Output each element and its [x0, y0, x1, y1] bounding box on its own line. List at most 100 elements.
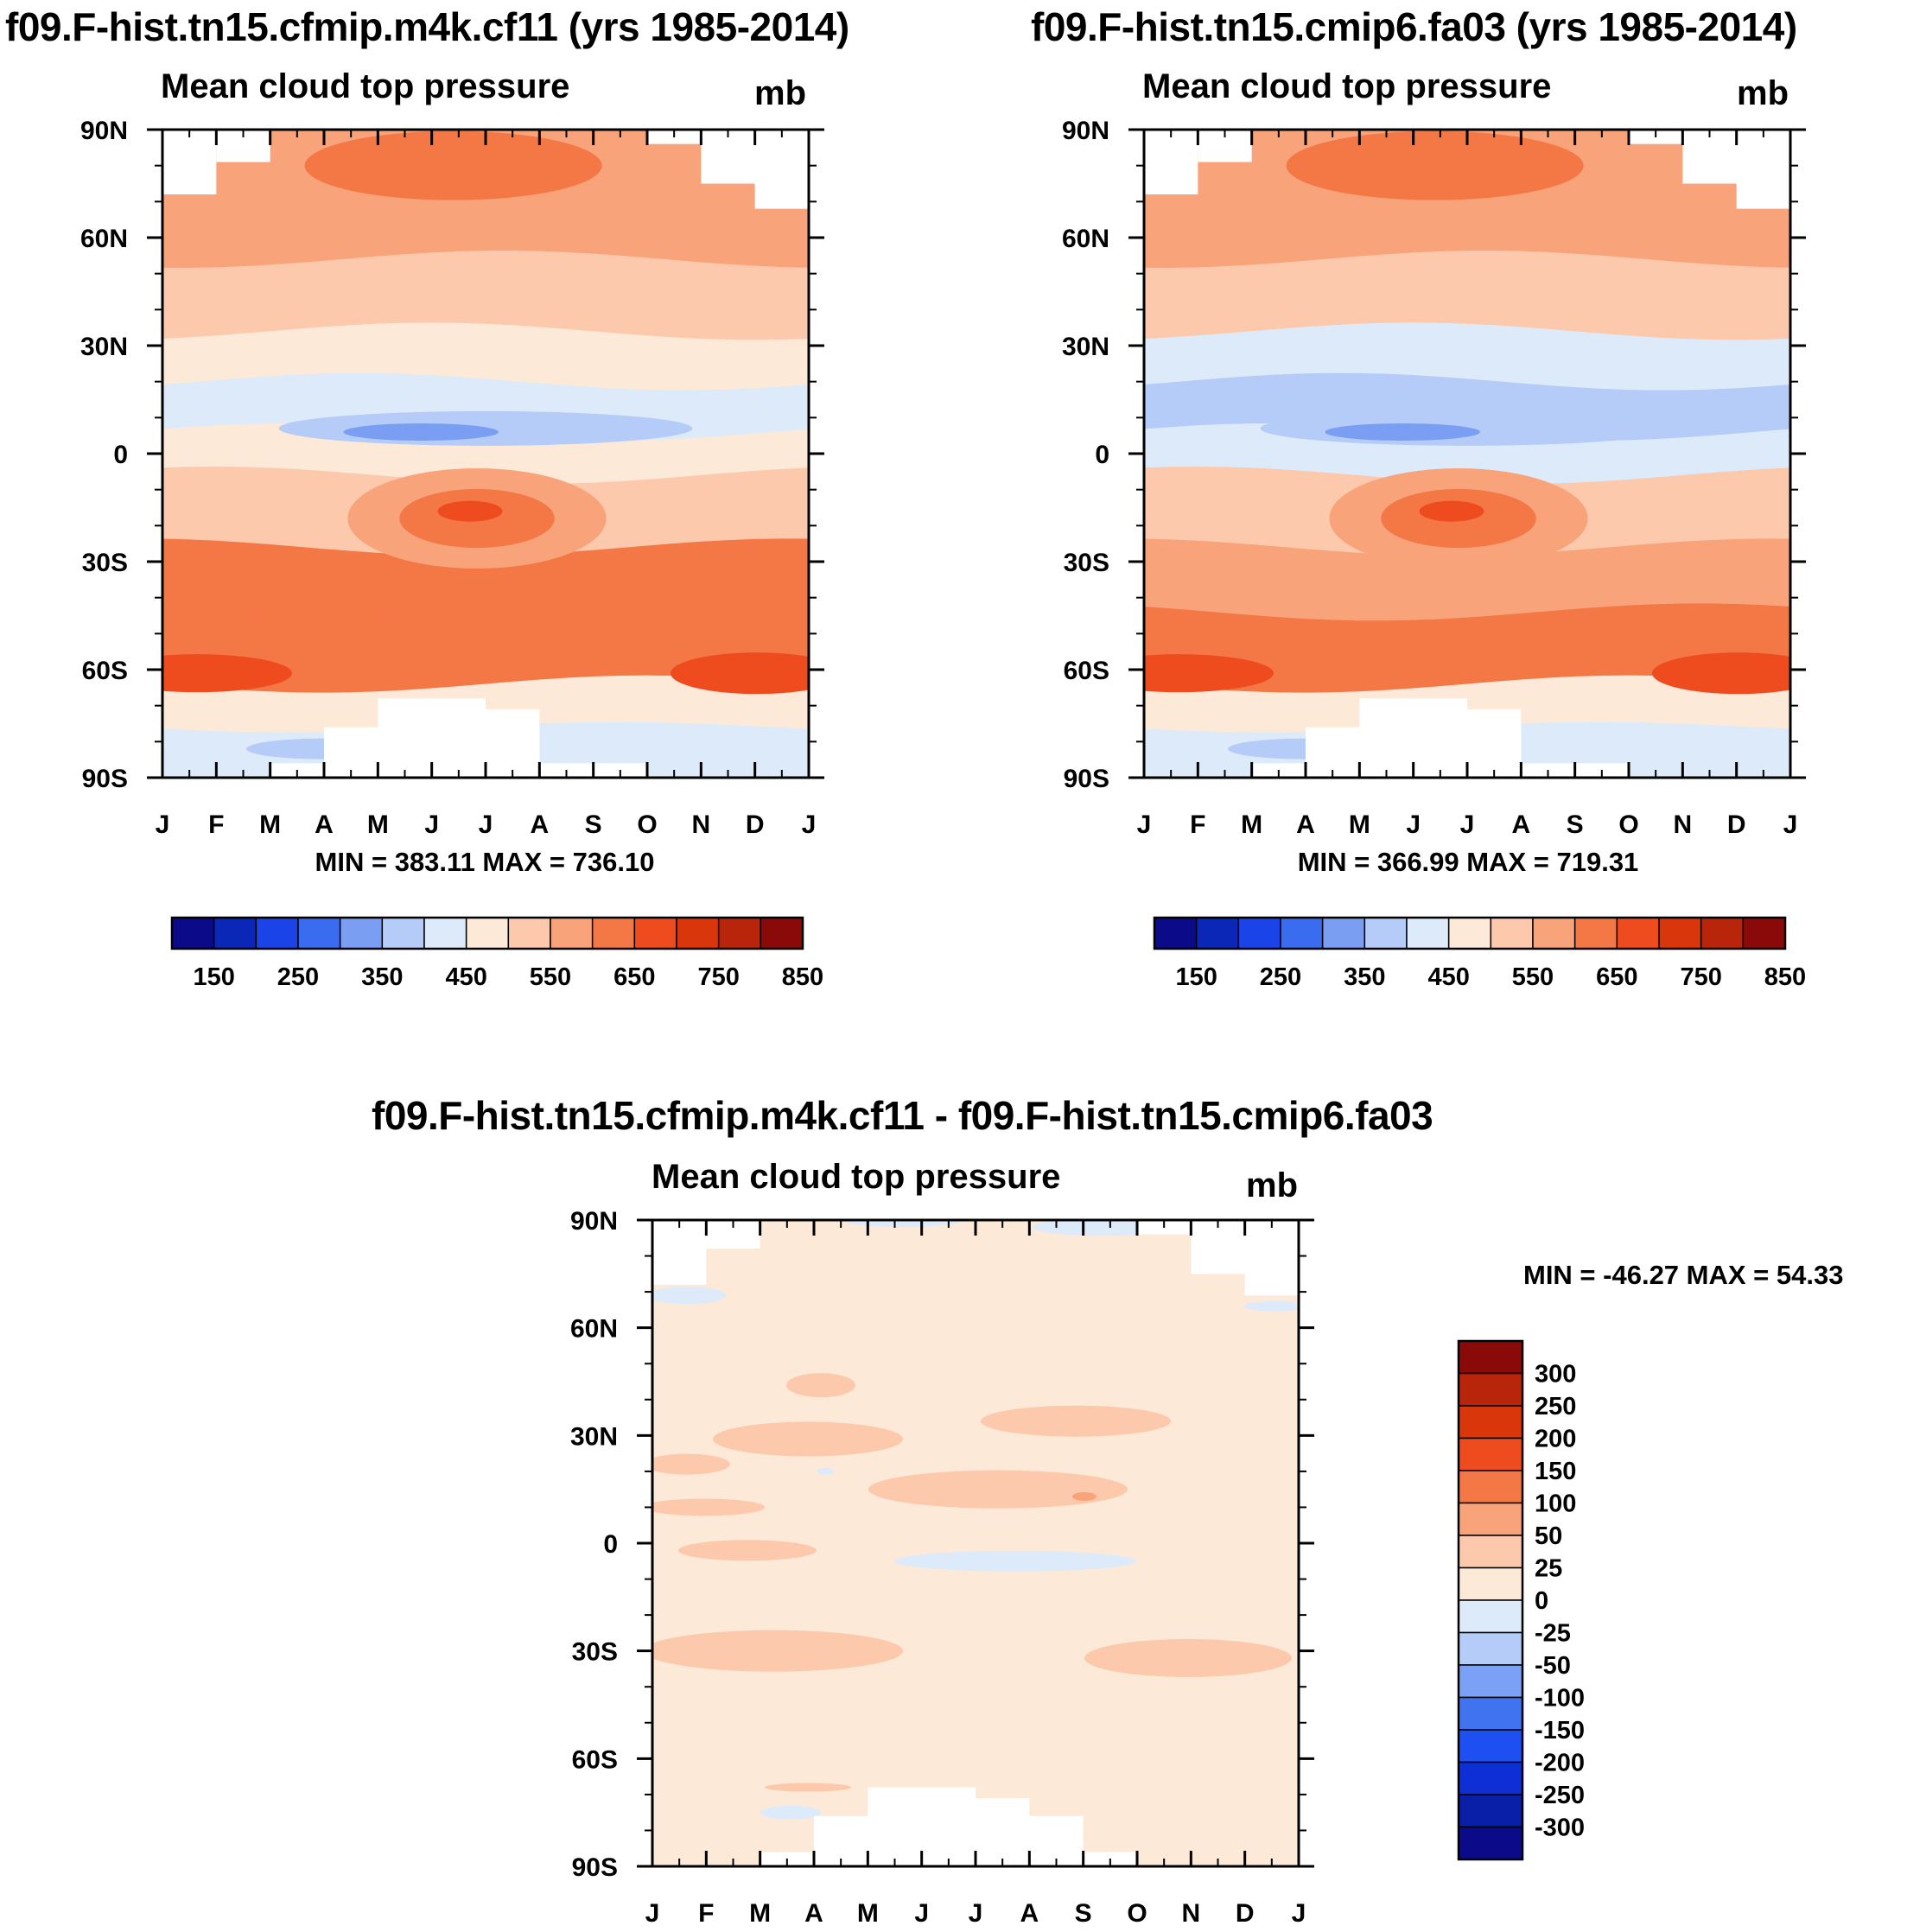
colorbar-swatch: [507, 917, 551, 950]
y-tick-label: 90S: [82, 765, 128, 793]
missing-data: [652, 1220, 707, 1285]
colorbar-label: 0: [1535, 1587, 1548, 1615]
missing-data: [1736, 130, 1790, 209]
negative-anomaly: [652, 1287, 726, 1305]
colorbar-label: 150: [193, 963, 234, 991]
colorbar-label: 250: [277, 963, 319, 991]
positive-anomaly: [868, 1470, 1128, 1509]
x-tick-label: D: [1236, 1899, 1255, 1928]
x-tick-label: M: [857, 1899, 879, 1928]
colorbar-label: -100: [1535, 1685, 1585, 1713]
negative-anomaly: [1244, 1300, 1299, 1312]
axes: J F M A M J J A S O N D J 90N 60N 30N 0 30S 60S 90S: [1062, 117, 1806, 839]
colorbar-label: -200: [1535, 1750, 1585, 1777]
x-tick-label: F: [208, 810, 224, 839]
colorbar-label: 550: [1512, 963, 1554, 991]
negative-anomaly: [760, 1805, 821, 1820]
x-tick-label: J: [1292, 1899, 1306, 1928]
colorbar-swatch: [171, 917, 215, 950]
positive-anomaly: [981, 1405, 1171, 1437]
colorbar-swatch: [1195, 917, 1240, 950]
colorbar-label: -250: [1535, 1782, 1585, 1809]
plot-frame: [1142, 128, 1792, 779]
colorbar-swatch: [1458, 1535, 1523, 1569]
colorbar-swatch: [1532, 917, 1576, 950]
colorbar-swatch: [465, 917, 510, 950]
y-tick-label: 0: [603, 1530, 618, 1559]
x-tick-label: D: [746, 810, 765, 839]
y-tick-label: 60N: [1062, 225, 1109, 253]
x-tick-label: A: [315, 810, 334, 839]
positive-anomaly: [652, 1498, 765, 1516]
x-tick-label: M: [259, 810, 281, 839]
x-tick-label: J: [802, 810, 817, 839]
colorbar-label: 150: [1175, 963, 1217, 991]
positive-anomaly: [786, 1373, 855, 1398]
positive-anomaly: [713, 1421, 903, 1457]
missing-data: [1144, 130, 1198, 194]
positive-anomaly: [1084, 1638, 1292, 1677]
colorbar-label: 150: [1535, 1458, 1576, 1485]
axes: J F M A M J J A S O N D J 90N 60N 30N 0 30S 60S 90S: [80, 117, 824, 839]
x-tick-label: N: [1181, 1899, 1200, 1928]
x-tick-label: S: [1567, 810, 1584, 839]
negative-anomaly: [817, 1467, 834, 1475]
colorbar-swatch: [1458, 1437, 1523, 1471]
subtropical-high-max: [437, 500, 503, 522]
x-tick-label: M: [367, 810, 389, 839]
colorbar-label: -150: [1535, 1717, 1585, 1745]
colorbar-frame: [1153, 916, 1787, 950]
x-tick-label: J: [1460, 810, 1475, 839]
x-tick-label: A: [1296, 810, 1315, 839]
colorbar-label: 250: [1535, 1393, 1576, 1420]
x-tick-label: F: [698, 1899, 714, 1928]
x-tick-label: J: [1783, 810, 1798, 839]
missing-data: [1244, 1220, 1299, 1296]
colorbar-frame: [170, 916, 804, 950]
colorbar-label: 100: [1535, 1490, 1576, 1518]
colorbar-label: 350: [361, 963, 403, 991]
colorbar-swatch: [1458, 1599, 1523, 1634]
x-tick-label: A: [804, 1899, 823, 1928]
colorbar-label: 450: [445, 963, 486, 991]
panel-subtitle: Mean cloud top pressure: [1142, 67, 1552, 105]
colorbar-label: -50: [1535, 1652, 1571, 1680]
y-tick-label: 90N: [570, 1207, 618, 1236]
x-tick-label: J: [1137, 810, 1152, 839]
missing-data: [976, 1798, 1030, 1866]
colorbar-swatch: [1458, 1567, 1523, 1601]
subtropical-high-max: [1419, 500, 1484, 522]
colorbar-swatch: [1458, 1794, 1523, 1828]
colorbar-label: 200: [1535, 1426, 1576, 1453]
colorbar-swatch: [381, 917, 425, 950]
y-tick-label: 90S: [572, 1853, 618, 1882]
colorbar-swatch: [1458, 1761, 1523, 1795]
colorbar: 150 250 350 450 550 650 750 850: [1153, 916, 1806, 991]
units-label: mb: [754, 74, 806, 112]
negative-anomaly: [894, 1550, 1136, 1572]
colorbar-swatch: [1458, 1372, 1523, 1407]
x-tick-label: F: [1190, 810, 1205, 839]
y-tick-label: 30N: [1062, 333, 1109, 361]
heatmap-fill: [162, 130, 809, 778]
heatmap-plot: J F M A M J J A S O N D J 90N 60N 30N 0 30S 60S 90S: [1062, 117, 1806, 839]
lat-band-60N-band: [162, 178, 809, 283]
panel-title: f09.F-hist.tn15.cfmip.m4k.cf11 - f09.F-h…: [372, 1093, 1433, 1138]
y-tick-label: 0: [1095, 441, 1109, 469]
panel-title: f09.F-hist.tn15.cfmip.m4k.cf11 (yrs 1985…: [5, 4, 849, 49]
colorbar-label: 650: [613, 963, 655, 991]
southern-ocean-max-west: [162, 654, 292, 693]
colorbar-label: 350: [1344, 963, 1385, 991]
colorbar-swatch: [676, 917, 720, 950]
colorbar-swatch: [1321, 917, 1366, 950]
y-tick-label: 60S: [82, 657, 128, 685]
colorbar-swatch: [633, 917, 677, 950]
colorbar-label: 650: [1596, 963, 1637, 991]
colorbar-swatch: [1458, 1826, 1523, 1860]
colorbar-label: -25: [1535, 1620, 1571, 1648]
y-tick-label: 30S: [1064, 549, 1109, 577]
southern-ocean-max-east: [1652, 652, 1790, 695]
x-tick-label: J: [969, 1899, 983, 1928]
plot-frame: [651, 1218, 1300, 1868]
